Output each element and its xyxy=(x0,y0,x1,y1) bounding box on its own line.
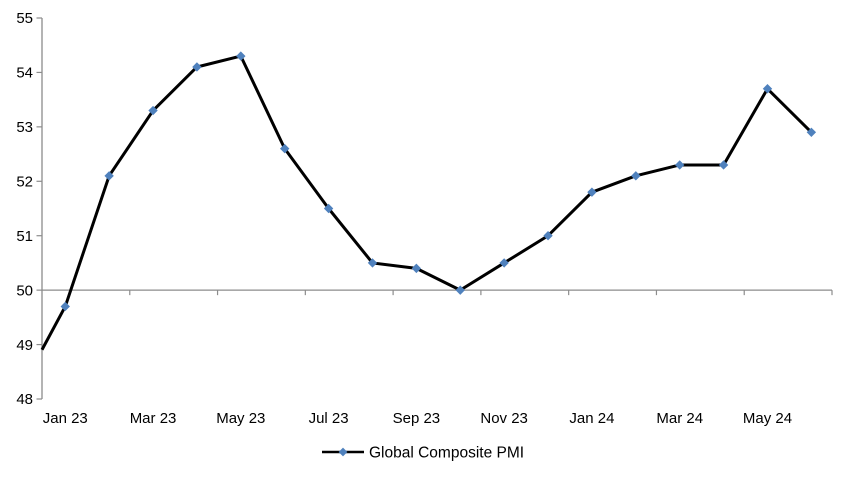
pmi-50-baseline-group xyxy=(42,289,833,296)
data-point-marker-apr-23 xyxy=(192,62,202,72)
data-point-marker-mar-23 xyxy=(148,105,158,116)
series-group xyxy=(40,51,817,351)
y-axis-label: 52 xyxy=(16,173,33,190)
data-point-marker-dec-23 xyxy=(543,231,553,241)
data-point-marker-sep-23 xyxy=(411,263,422,274)
data-point-marker-may-24 xyxy=(762,84,773,94)
data-point-marker-jan-24 xyxy=(587,187,597,197)
x-axis-label: Jul 23 xyxy=(309,410,349,427)
data-point-marker-nov-23 xyxy=(499,258,509,268)
data-point-marker-jun-23 xyxy=(280,143,290,154)
x-axis-label: Sep 23 xyxy=(393,410,441,427)
data-point-marker-feb-23 xyxy=(104,171,114,181)
x-axis-label: Mar 23 xyxy=(130,410,177,427)
y-axis-label: 53 xyxy=(16,119,33,136)
x-axis-labels-group: Jan 23 Mar 23 May 23 Jul 23 Sep 23 Nov 23 Jan … xyxy=(43,410,792,427)
data-point-marker-jun-24 xyxy=(806,127,817,137)
legend: Global Composite PMI xyxy=(322,445,524,462)
y-axis-label: 48 xyxy=(16,391,33,408)
x-axis-label: Mar 24 xyxy=(656,410,703,427)
x-axis-label: May 23 xyxy=(216,410,265,427)
x-axis-label: Jan 23 xyxy=(43,410,88,427)
data-point-marker-jan-23 xyxy=(60,301,70,312)
data-point-marker-mar-24 xyxy=(675,160,685,170)
y-axis-label: 55 xyxy=(16,10,33,27)
x-axis-label: May 24 xyxy=(743,410,792,427)
y-axis-label: 51 xyxy=(16,228,33,245)
x-axis-label: Jan 24 xyxy=(569,410,614,427)
pmi-series-line xyxy=(40,54,813,351)
data-point-marker-feb-24 xyxy=(631,171,641,181)
legend-label: Global Composite PMI xyxy=(369,445,524,462)
data-point-marker-may-23 xyxy=(236,51,246,61)
y-axis-label: 50 xyxy=(16,282,33,299)
data-point-marker-aug-23 xyxy=(367,258,378,268)
x-axis-label: Nov 23 xyxy=(480,410,528,427)
data-point-marker-jul-23 xyxy=(323,203,334,214)
legend-marker-diamond-icon xyxy=(338,447,348,457)
y-axis-group: 48 49 50 51 52 53 54 55 xyxy=(16,10,43,408)
data-point-marker-oct-23 xyxy=(455,285,465,295)
y-axis-label: 54 xyxy=(16,65,33,82)
y-axis-label: 49 xyxy=(16,337,33,354)
data-point-marker-apr-24 xyxy=(718,160,729,170)
